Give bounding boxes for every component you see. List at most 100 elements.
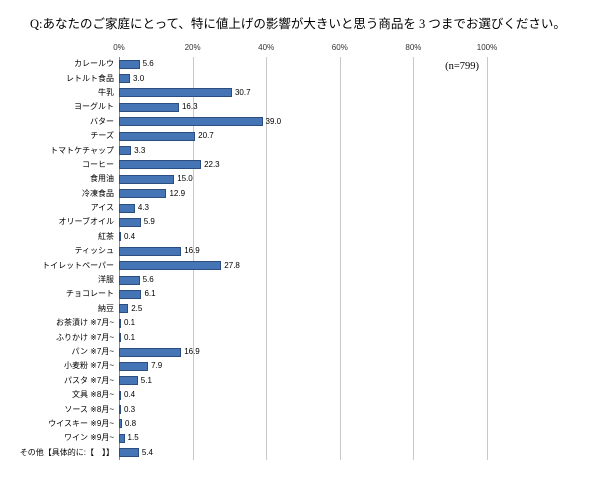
chart-row: ふりかけ ※7月~ 0.1: [56, 330, 487, 344]
category-label: チョコレート: [66, 289, 114, 299]
bar: [119, 160, 202, 170]
value-label: 5.6: [142, 59, 154, 69]
category-label: 洋服: [98, 275, 114, 285]
value-label: 1.5: [127, 433, 139, 443]
chart-row: パスタ ※7月~ 5.1: [64, 374, 487, 388]
category-label: 牛乳: [98, 87, 114, 97]
chart-row: 納豆 2.5: [98, 302, 487, 316]
chart-row: 牛乳 30.7: [98, 86, 487, 100]
bar: [119, 333, 121, 343]
value-label: 0.4: [124, 390, 136, 400]
chart-row: トイレットペーパー 27.8: [42, 258, 487, 272]
x-axis: 0% 20% 40% 60% 80% 100%: [113, 43, 497, 57]
x-tick-label: 80%: [405, 43, 422, 52]
bar: [119, 117, 263, 127]
chart-row: ウイスキー ※9月~ 0.8: [48, 417, 487, 431]
y-axis-line: [119, 57, 120, 460]
chart-row: チョコレート 6.1: [66, 287, 487, 301]
bar: [119, 174, 175, 184]
category-label: お茶漬け ※7月~: [55, 318, 114, 328]
value-label: 22.3: [204, 159, 220, 169]
chart-row: チーズ 20.7: [90, 129, 487, 143]
category-label: トマトケチャップ: [50, 145, 114, 155]
value-label: 16.9: [184, 246, 200, 256]
category-label: パスタ ※7月~: [63, 375, 114, 385]
category-label: カレールウ: [74, 59, 114, 69]
category-label: コーヒー: [82, 159, 114, 169]
chart-row: レトルト食品 3.0: [66, 71, 487, 85]
category-label: ティッシュ: [74, 246, 114, 256]
bar: [119, 88, 232, 98]
chart-row: 小麦粉 ※7月~ 7.9: [64, 359, 487, 373]
value-label: 3.0: [133, 73, 145, 83]
plot-area: (n=799) カレールウ 5.6 レトルト食品 3.0 牛乳 30.7 ヨーグルト 16.3…: [20, 57, 488, 460]
chart-row: 食用油 15.0: [90, 172, 487, 186]
chart-row: 冷凍食品 12.9: [82, 187, 487, 201]
bar: [119, 433, 125, 443]
value-label: 20.7: [198, 131, 214, 141]
value-label: 15.0: [177, 174, 193, 184]
bar: [119, 275, 140, 285]
gridline: [487, 57, 488, 460]
value-label: 27.8: [224, 260, 240, 270]
category-label: チーズ: [90, 131, 114, 141]
value-label: 5.1: [140, 375, 152, 385]
value-label: 16.9: [184, 347, 200, 356]
chart-row: バター 39.0: [90, 115, 487, 129]
bar: [119, 74, 131, 84]
chart-row: トマトケチャップ 3.3: [50, 143, 487, 157]
category-label: 紅茶: [98, 231, 114, 241]
bar: [119, 146, 132, 156]
value-label: 12.9: [169, 188, 186, 198]
bar: [119, 448, 139, 458]
chart-row: ティッシュ 16.9: [74, 244, 487, 258]
bar: [119, 390, 121, 400]
value-label: 0.8: [124, 418, 137, 428]
value-label: 5.9: [143, 217, 155, 227]
value-label: 0.1: [124, 332, 136, 342]
chart-row: 文具 ※8月~ 0.4: [72, 388, 487, 402]
gridline: [266, 57, 268, 460]
chart-row: アイス 4.3: [91, 201, 487, 215]
value-label: 6.1: [144, 289, 156, 299]
value-label: 5.6: [142, 275, 154, 285]
category-label: ヨーグルト: [74, 102, 114, 112]
chart-row: 洋服 5.6: [98, 273, 487, 287]
category-label: トイレットペーパー: [42, 260, 114, 270]
category-label: 納豆: [98, 303, 114, 313]
bar: [119, 347, 182, 357]
category-label: 冷凍食品: [82, 188, 114, 198]
gridline: [413, 57, 415, 460]
category-label: バター: [90, 116, 114, 126]
value-label: 16.3: [181, 102, 198, 112]
bar: [119, 304, 129, 314]
bar: [119, 261, 222, 271]
gridline: [192, 57, 194, 460]
chart-row: ヨーグルト 16.3: [74, 100, 487, 114]
bar-chart: 0% 20% 40% 60% 80% 100% (n=799) カレールウ 5.6 レトルト食…: [20, 43, 497, 460]
value-label: 2.5: [131, 303, 143, 313]
category-label: アイス: [90, 203, 114, 213]
x-tick-label: 40%: [258, 43, 275, 52]
bar: [119, 102, 179, 112]
sample-size-note: (n=799): [445, 61, 479, 72]
chart-row: オリーブオイル 5.9: [58, 215, 487, 229]
category-label: 小麦粉 ※7月~: [63, 361, 114, 371]
bar: [119, 59, 140, 69]
chart-row: お茶漬け ※7月~ 0.1: [56, 316, 487, 330]
x-tick-label: 20%: [184, 43, 201, 52]
category-label: ワイン ※9月~: [63, 433, 114, 443]
value-label: 7.9: [151, 361, 163, 371]
x-tick-label: 100%: [476, 43, 498, 52]
category-label: ソース ※8月~: [64, 404, 114, 414]
chart-title: Q:あなたのご家庭にとって、特に値上げの影響が大きいと思う商品を 3 つまでお選…: [30, 17, 566, 31]
x-tick-label: 0%: [113, 43, 125, 52]
bar: [119, 246, 182, 256]
category-label: 食用油: [90, 174, 114, 184]
gridline: [339, 57, 341, 460]
bar: [119, 376, 138, 386]
bar: [119, 203, 135, 213]
chart-row: その他【具体的に:【 】】 5.4: [20, 446, 487, 460]
value-label: 0.1: [124, 318, 136, 328]
